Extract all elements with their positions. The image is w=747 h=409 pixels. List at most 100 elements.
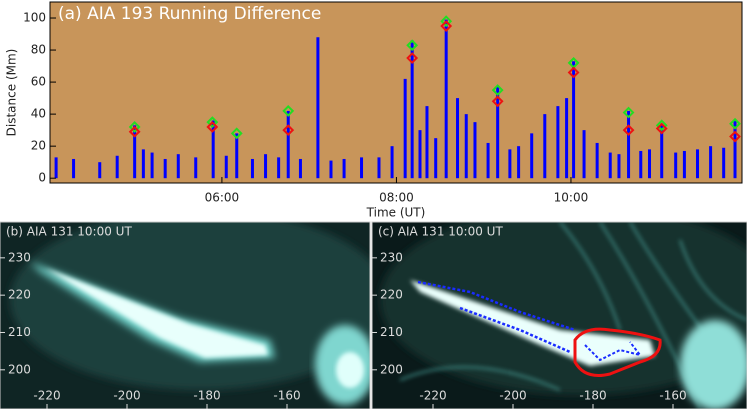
y-tick-label: 230 <box>380 250 403 264</box>
detection <box>235 133 239 179</box>
y-tick-label: 200 <box>380 362 403 376</box>
detection <box>410 40 414 179</box>
detection <box>456 98 460 179</box>
detection <box>360 157 364 179</box>
x-tick-label: -180 <box>193 389 220 403</box>
y-tick-label: 40 <box>31 107 46 121</box>
detection <box>390 146 394 179</box>
x-tick-label: -220 <box>33 389 60 403</box>
detection <box>595 142 599 179</box>
y-tick-label: 210 <box>8 325 31 339</box>
y-tick-label: 210 <box>380 325 403 339</box>
detection <box>316 37 320 179</box>
detection <box>211 120 215 179</box>
marker <box>282 105 295 117</box>
detection <box>517 146 521 179</box>
marker <box>655 122 668 135</box>
detection <box>277 157 281 179</box>
detection <box>163 158 167 179</box>
detection <box>565 98 569 179</box>
detection <box>133 125 137 179</box>
y-tick-label: 230 <box>8 250 31 264</box>
detection <box>176 154 180 179</box>
detection <box>115 155 119 179</box>
marker <box>128 121 141 133</box>
x-tick-label: -160 <box>659 389 686 403</box>
y-tick-label: 100 <box>23 11 46 25</box>
image-frame <box>371 221 747 409</box>
marker <box>206 116 219 129</box>
detection <box>425 106 429 179</box>
detection <box>660 123 664 179</box>
detection <box>508 149 512 179</box>
detection <box>530 133 534 179</box>
title: (c) AIA 131 10:00 UT <box>378 225 503 239</box>
y-tick-label: 0 <box>38 171 46 185</box>
title: (a) AIA 193 Running Difference <box>58 4 321 24</box>
x-axis-label: Time (UT) <box>366 206 426 220</box>
detection <box>194 157 198 179</box>
y-tick-label: 20 <box>31 139 46 153</box>
detection <box>627 110 631 179</box>
marker <box>729 117 741 130</box>
marker <box>206 121 219 133</box>
marker <box>622 106 635 119</box>
x-tick-label: 08:00 <box>379 191 414 205</box>
detection <box>543 114 547 179</box>
detection <box>329 160 333 179</box>
x-tick-label: -200 <box>499 389 526 403</box>
detection <box>674 152 678 179</box>
marker <box>491 95 504 108</box>
y-tick-label: 200 <box>8 362 31 376</box>
marker <box>655 119 668 132</box>
image-b <box>0 222 370 409</box>
y-tick-label: 220 <box>380 288 403 302</box>
detection <box>98 162 102 179</box>
x-tick-label: 10:00 <box>554 191 589 205</box>
x-tick-label: -180 <box>579 389 606 403</box>
marker <box>230 127 243 140</box>
y-tick-label: 220 <box>8 288 31 302</box>
detection <box>722 147 726 179</box>
marker <box>128 125 141 138</box>
detection <box>473 122 477 179</box>
detection <box>264 154 268 179</box>
detection <box>709 146 713 179</box>
detection <box>608 152 612 179</box>
x-tick-label: -220 <box>419 389 446 403</box>
detection <box>639 150 643 179</box>
marker <box>282 124 295 137</box>
marker <box>491 84 504 97</box>
detection <box>682 150 686 179</box>
detection <box>695 149 699 179</box>
detection <box>444 19 448 179</box>
detection <box>582 130 586 179</box>
title: (b) AIA 131 10:00 UT <box>6 225 132 239</box>
detection <box>617 154 621 179</box>
detection <box>418 130 422 179</box>
detection <box>141 149 145 179</box>
image-c <box>372 222 747 409</box>
marker <box>406 52 419 64</box>
plot-background <box>50 2 742 183</box>
detection <box>486 142 490 179</box>
detection <box>733 120 737 179</box>
detection <box>224 155 228 179</box>
detection <box>556 106 560 179</box>
detection <box>377 157 381 179</box>
image-frame <box>0 221 371 409</box>
detection <box>298 158 302 179</box>
x-tick-label: -160 <box>273 389 300 403</box>
y-tick-label: 80 <box>31 43 46 57</box>
marker <box>440 20 453 32</box>
marker <box>729 130 741 143</box>
marker <box>567 66 580 79</box>
marker <box>406 39 419 52</box>
detection <box>434 138 438 179</box>
detection <box>648 149 652 179</box>
detection <box>72 158 76 179</box>
detection <box>150 152 154 179</box>
detection <box>496 86 500 179</box>
y-tick-label: 60 <box>31 75 46 89</box>
